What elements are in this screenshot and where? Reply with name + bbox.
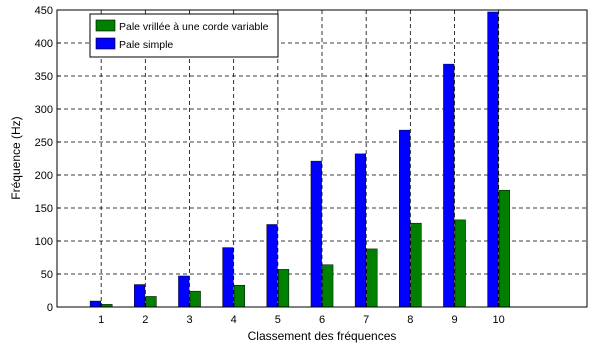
x-tick-label-7: 7 (363, 314, 369, 326)
x-tick-label-3: 3 (186, 314, 192, 326)
x-tick-label-1: 1 (98, 314, 104, 326)
x-tick-label-6: 6 (319, 314, 325, 326)
bar-pale-simple-7 (354, 153, 366, 308)
bar-pale-simple-9 (443, 63, 455, 308)
bar-pale-simple-8 (399, 129, 411, 308)
bar-pale-vrillee-6 (322, 264, 334, 308)
x-tick-label-2: 2 (142, 314, 148, 326)
bar-pale-vrillee-2 (145, 296, 157, 308)
bar-pale-vrillee-9 (454, 219, 466, 308)
x-axis-title: Classement des fréquences (248, 329, 397, 343)
bar-pale-simple-10 (487, 11, 499, 308)
y-tick-label-150: 150 (35, 203, 53, 215)
x-tick-label-4: 4 (231, 314, 237, 326)
legend: Pale vrillée à une corde variable Pale s… (89, 13, 279, 58)
bar-pale-simple-4 (222, 247, 234, 308)
x-tick-label-9: 9 (451, 314, 457, 326)
y-tick-label-350: 350 (35, 71, 53, 83)
grid-lines (57, 10, 587, 307)
y-tick-label-400: 400 (35, 38, 53, 50)
y-tick-label-300: 300 (35, 104, 53, 116)
bar-pale-simple-2 (134, 284, 146, 308)
y-axis-ticks: 0 50 100 150 200 250 300 350 400 450 (35, 5, 61, 314)
legend-label-pale-simple: Pale simple (119, 39, 173, 51)
x-axis-ticks: 1 2 3 4 5 6 7 8 9 10 (98, 303, 505, 326)
x-tick-label-5: 5 (275, 314, 281, 326)
y-tick-label-0: 0 (47, 302, 53, 314)
legend-swatch-pale-simple (95, 37, 116, 50)
legend-box (89, 13, 279, 58)
bar-pale-vrillee-5 (278, 269, 290, 308)
y-tick-label-50: 50 (41, 269, 53, 281)
bars-group (89, 11, 510, 308)
bar-pale-vrillee-4 (233, 284, 245, 308)
y-tick-label-200: 200 (35, 170, 53, 182)
x-tick-label-8: 8 (407, 314, 413, 326)
y-tick-label-250: 250 (35, 137, 53, 149)
bar-pale-vrillee-3 (189, 290, 201, 308)
bar-pale-vrillee-8 (410, 222, 422, 308)
bar-pale-vrillee-7 (366, 248, 378, 308)
y-axis-title: Fréquence (Hz) (9, 116, 23, 199)
bar-pale-simple-1 (89, 300, 101, 308)
bar-pale-simple-5 (266, 224, 278, 308)
y-tick-label-450: 450 (35, 5, 53, 17)
legend-label-pale-vrillee: Pale vrillée à une corde variable (119, 21, 269, 33)
y-tick-label-100: 100 (35, 236, 53, 248)
bar-pale-simple-3 (178, 275, 190, 308)
bar-pale-vrillee-10 (498, 189, 510, 308)
x-tick-label-10: 10 (493, 314, 505, 326)
legend-swatch-pale-vrillee (95, 19, 116, 32)
bar-pale-simple-6 (310, 160, 322, 308)
